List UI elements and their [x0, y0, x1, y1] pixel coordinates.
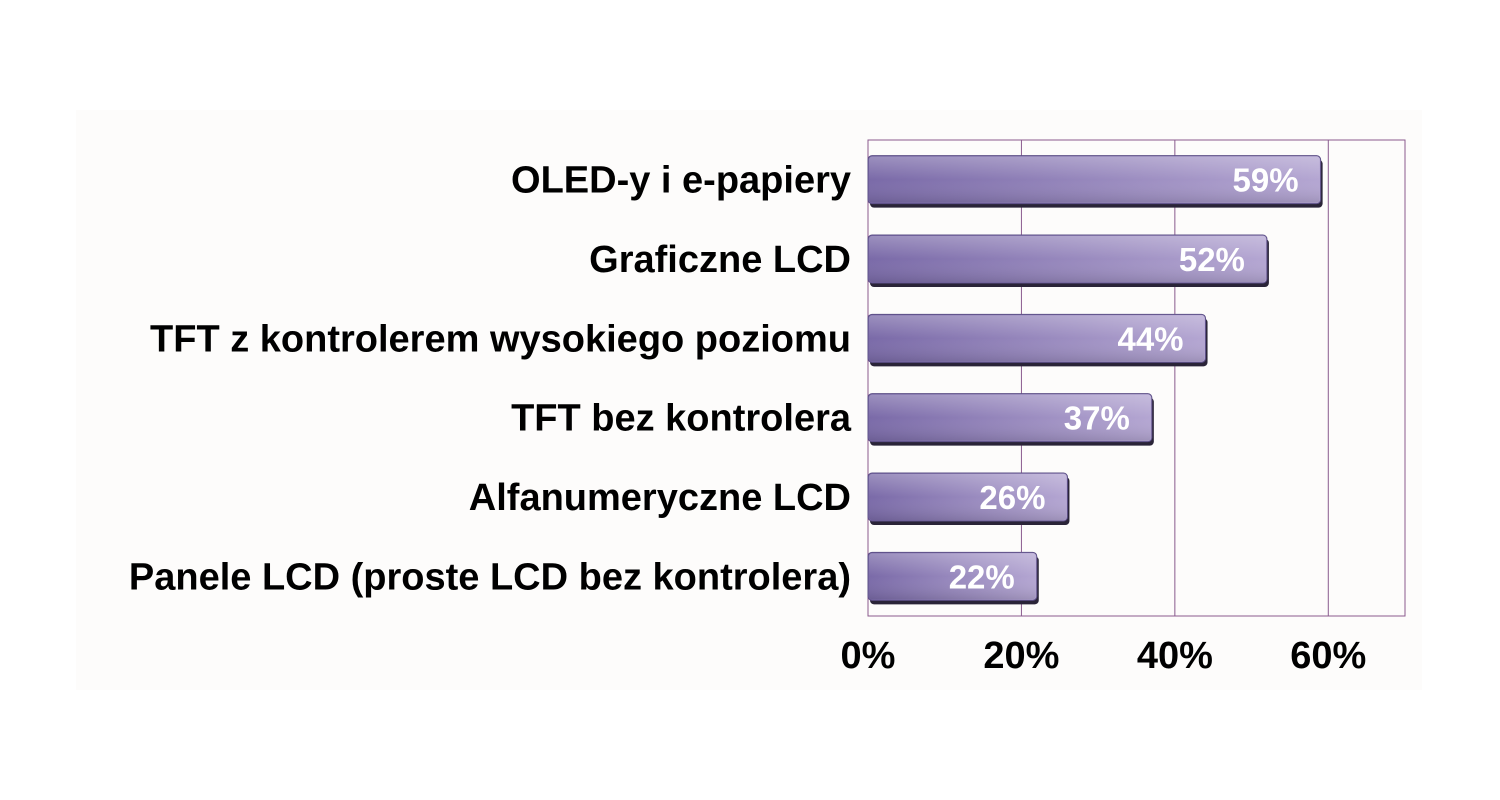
- bar-value-label: 52%: [1179, 241, 1245, 278]
- category-labels: OLED-y i e-papiery Graficzne LCD TFT z kon…: [129, 160, 852, 599]
- bar-group: 26%: [867, 472, 1070, 525]
- bar-group: 37%: [867, 393, 1154, 446]
- bar-group: 59%: [867, 155, 1323, 208]
- x-tick-label: 20%: [983, 635, 1059, 677]
- x-axis-ticks: 0% 20% 40% 60%: [841, 635, 1367, 677]
- bars: 59% 52% 44% 37% 26% 22%: [867, 155, 1323, 605]
- category-label: TFT z kontrolerem wysokiego poziomu: [150, 318, 851, 360]
- bar-highlight: [869, 394, 1151, 441]
- category-label: TFT bez kontrolera: [511, 398, 852, 440]
- bar-highlight: [869, 315, 1205, 362]
- x-tick-label: 0%: [841, 635, 896, 677]
- bar-group: 44%: [867, 313, 1208, 367]
- bar-value-label: 59%: [1233, 162, 1299, 199]
- x-tick-label: 40%: [1137, 635, 1213, 677]
- bar-value-label: 26%: [979, 479, 1045, 516]
- bar-value-label: 44%: [1117, 320, 1183, 357]
- category-label: OLED-y i e-papiery: [511, 160, 851, 202]
- category-label: Graficzne LCD: [589, 239, 851, 281]
- grid-lines: [867, 139, 1406, 617]
- bar-group: 52%: [867, 234, 1269, 287]
- bar-value-label: 37%: [1064, 400, 1130, 437]
- bar-highlight: [869, 236, 1266, 282]
- bar-value-label: 22%: [949, 558, 1015, 595]
- category-label: Alfanumeryczne LCD: [469, 477, 851, 519]
- category-label: Panele LCD (proste LCD bez kontrolera): [129, 556, 851, 598]
- bar-group: 22%: [867, 551, 1039, 605]
- bar-highlight: [869, 156, 1320, 203]
- bar-highlight: [869, 474, 1067, 520]
- bar-highlight: [869, 553, 1036, 600]
- x-tick-label: 60%: [1290, 635, 1366, 677]
